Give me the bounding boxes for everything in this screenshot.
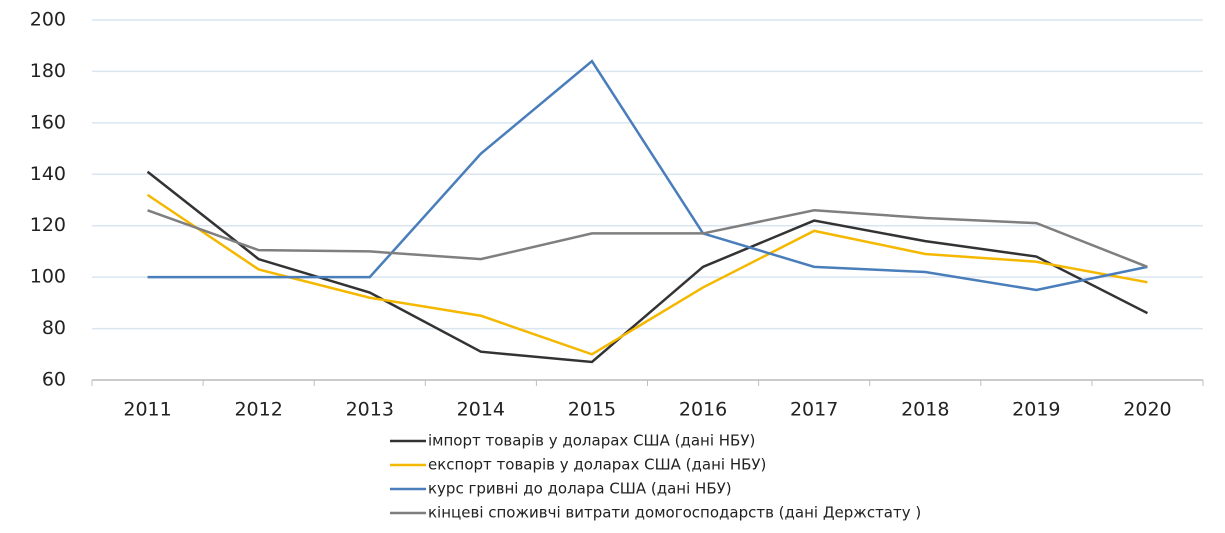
y-tick-label: 180 (30, 60, 66, 82)
x-tick-label: 2011 (123, 399, 171, 421)
y-tick-label: 60 (42, 369, 66, 391)
x-tick-label: 2019 (1012, 399, 1060, 421)
y-tick-label: 140 (30, 163, 66, 185)
legend-label: експорт товарів у доларах США (дані НБУ) (428, 456, 766, 474)
x-tick-label: 2016 (679, 399, 727, 421)
y-tick-label: 100 (30, 266, 66, 288)
x-tick-label: 2017 (790, 399, 838, 421)
y-tick-label: 160 (30, 111, 66, 133)
legend-label: кінцеві споживчі витрати домогосподарств… (428, 504, 921, 522)
y-tick-label: 200 (30, 9, 66, 31)
y-tick-label: 80 (42, 317, 66, 339)
series-line (147, 209, 1148, 269)
series-line (147, 59, 1148, 292)
legend-label: курс гривні до долара США (дані НБУ) (428, 480, 732, 498)
series-line (146, 193, 1148, 356)
y-tick-label: 120 (30, 214, 66, 236)
x-tick-label: 2015 (568, 399, 616, 421)
x-tick-label: 2013 (346, 399, 394, 421)
legend-label: імпорт товарів у доларах США (дані НБУ) (428, 432, 755, 450)
x-tick-label: 2018 (901, 399, 949, 421)
series-line (146, 170, 1149, 364)
x-tick-label: 2020 (1123, 399, 1171, 421)
x-tick-label: 2014 (457, 399, 505, 421)
x-tick-label: 2012 (234, 399, 282, 421)
